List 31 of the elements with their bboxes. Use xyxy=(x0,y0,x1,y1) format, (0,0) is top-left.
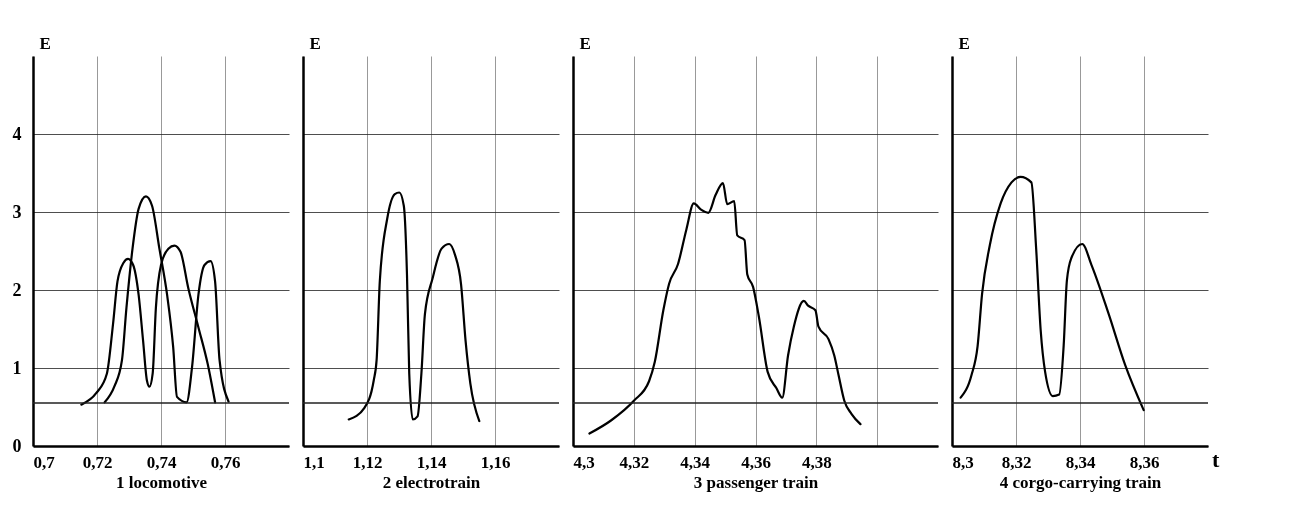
x-axis-title: 1 locomotive xyxy=(115,472,208,492)
x-tick-label: 1,16 xyxy=(480,452,511,472)
y-tick-label: 3 xyxy=(12,201,22,222)
x-tick-label: 0,72 xyxy=(82,452,113,472)
x-tick-label: 4,32 xyxy=(619,452,650,472)
text: t xyxy=(1212,447,1220,472)
x-tick-label: 8,3 xyxy=(952,452,974,472)
x-tick-label: 1,1 xyxy=(303,452,325,472)
y-tick-label: 4 xyxy=(12,123,22,144)
x-tick-label: 8,36 xyxy=(1129,452,1160,472)
x-axis-title: 2 electrotrain xyxy=(382,472,481,492)
y-axis-title: E xyxy=(39,33,51,53)
x-tick-label: 8,32 xyxy=(1001,452,1032,472)
y-tick-label: 1 xyxy=(12,357,22,378)
x-tick-label: 0,7 xyxy=(33,452,56,472)
y-axis-title: E xyxy=(579,33,591,53)
x-tick-label: 4,36 xyxy=(741,452,771,472)
x-tick-label: 0,76 xyxy=(210,452,241,472)
y-axis-title: E xyxy=(309,33,321,53)
x-tick-label: 0,74 xyxy=(146,452,177,472)
x-axis-title: 3 passenger train xyxy=(693,472,819,492)
x-tick-label: 4,34 xyxy=(680,452,711,472)
x-tick-label: 1,12 xyxy=(352,452,383,472)
x-tick-label: 4,3 xyxy=(573,452,595,472)
x-tick-label: 8,34 xyxy=(1065,452,1096,472)
x-tick-label: 4,38 xyxy=(801,452,832,472)
y-tick-label: 0 xyxy=(12,435,22,456)
y-tick-label: 2 xyxy=(12,279,22,300)
x-tick-label: 1,14 xyxy=(416,452,447,472)
y-axis-title: E xyxy=(958,33,970,53)
x-axis-title: 4 corgo-carrying train xyxy=(999,472,1162,492)
